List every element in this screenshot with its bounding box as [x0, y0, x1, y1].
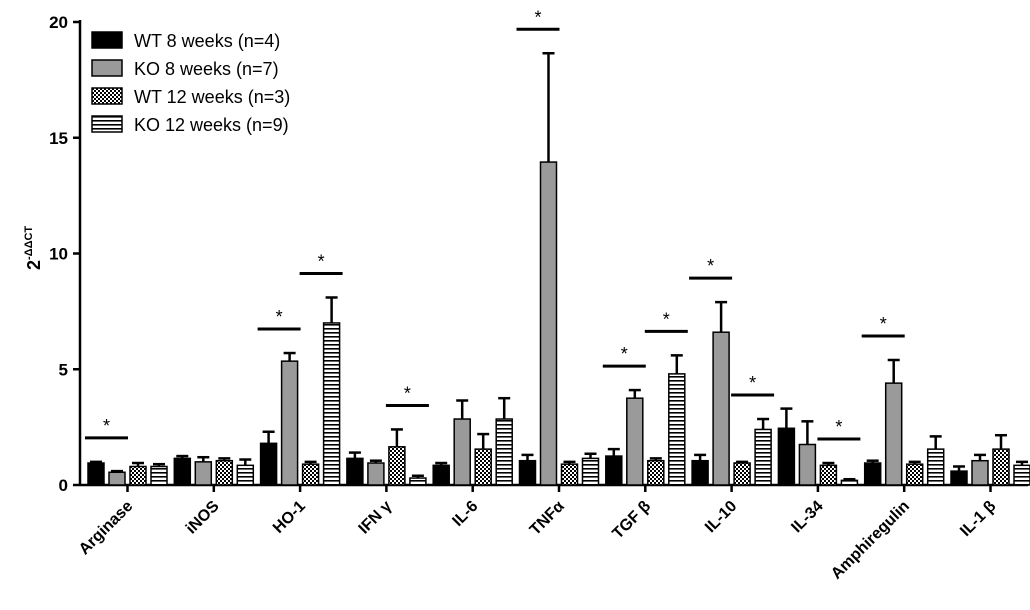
- x-tick-label: TGF β: [609, 498, 654, 543]
- bar: [346, 457, 364, 486]
- bar: [798, 443, 817, 486]
- significance-star: *: [835, 417, 842, 437]
- y-tick-label: 10: [49, 245, 68, 264]
- bar: [108, 471, 126, 486]
- bar: [280, 360, 299, 486]
- y-tick-label: 0: [59, 476, 68, 495]
- bar: [495, 418, 513, 486]
- bar: [87, 462, 105, 486]
- error-bars: [90, 52, 1028, 481]
- bar: [453, 418, 471, 486]
- bar: [605, 455, 623, 486]
- legend-label: KO 12 weeks (n=9): [134, 115, 289, 135]
- x-tick-label: IL-1 β: [957, 498, 999, 540]
- bar: [259, 442, 278, 486]
- bar: [647, 459, 665, 486]
- bar: [129, 465, 147, 486]
- bar: [777, 427, 796, 486]
- bar: [992, 448, 1010, 486]
- bar: [950, 470, 968, 486]
- significance-star: *: [707, 256, 714, 276]
- bar: [626, 397, 644, 486]
- y-tick-label: 20: [49, 13, 68, 32]
- bar: [926, 448, 945, 486]
- bar: [322, 322, 341, 486]
- x-tick-label: iNOS: [183, 498, 223, 538]
- bar: [518, 459, 537, 486]
- legend: WT 8 weeks (n=4) KO 8 weeks (n=7) WT 12 we…: [91, 31, 290, 135]
- x-tick-label: Arginase: [76, 498, 137, 559]
- legend-label: WT 12 weeks (n=3): [134, 87, 290, 107]
- significance-star: *: [749, 373, 756, 393]
- bar: [733, 462, 751, 486]
- x-tick-label: IL-10: [702, 498, 740, 536]
- bar: [971, 459, 989, 486]
- bar: [884, 382, 903, 486]
- bar: [539, 161, 558, 486]
- x-tick-label: IL-6: [449, 498, 481, 530]
- bar: [754, 428, 772, 486]
- y-axis-label-superscript: -ΔΔCT: [23, 226, 35, 260]
- significance-star: *: [621, 344, 628, 364]
- bar: [560, 463, 579, 486]
- bar: [173, 457, 192, 486]
- bar: [301, 463, 320, 486]
- significance-markers: * * * * * * * * * * *: [85, 7, 905, 441]
- bar: [863, 462, 882, 486]
- legend-label: KO 8 weeks (n=7): [134, 59, 279, 79]
- significance-star: *: [404, 383, 411, 403]
- bar: [819, 464, 838, 486]
- x-axis-ticks: Arginase iNOS HO-1 IFN γ IL-6 TNFα TGF β IL-10 I…: [76, 485, 999, 583]
- bar: [905, 463, 924, 486]
- legend-label: WT 8 weeks (n=4): [134, 31, 280, 51]
- svg-text:2-ΔΔCT: 2-ΔΔCT: [23, 226, 44, 270]
- bar: [432, 464, 450, 486]
- legend-swatch: [91, 59, 123, 77]
- bar: [194, 461, 213, 486]
- legend-swatch: [91, 31, 123, 49]
- significance-star: *: [663, 309, 670, 329]
- bar: [474, 448, 492, 486]
- significance-star: *: [880, 314, 887, 334]
- bar: [367, 462, 385, 486]
- bar: [668, 373, 686, 486]
- significance-star: *: [534, 7, 541, 27]
- bar: [236, 464, 255, 486]
- y-axis-ticks: 0 5 10 15 20: [49, 13, 80, 495]
- bar: [840, 479, 859, 486]
- bars: [87, 161, 1030, 486]
- bar: [1013, 464, 1030, 486]
- bar: [388, 446, 406, 486]
- significance-star: *: [318, 251, 325, 271]
- x-tick-label: IL-34: [788, 498, 826, 536]
- bar: [215, 459, 234, 486]
- x-tick-label: TNFα: [527, 498, 568, 539]
- bar: [409, 477, 427, 486]
- bar: [712, 331, 730, 486]
- significance-star: *: [276, 307, 283, 327]
- y-tick-label: 5: [59, 360, 68, 379]
- significance-star: *: [103, 416, 110, 436]
- y-tick-label: 15: [49, 129, 68, 148]
- x-tick-label: Amphiregulin: [828, 498, 913, 583]
- x-tick-label: IFN γ: [356, 498, 396, 538]
- legend-swatch: [91, 87, 123, 105]
- y-axis-label-base: 2: [24, 260, 44, 270]
- bar: [581, 457, 600, 486]
- bar: [150, 465, 168, 486]
- bar: [691, 459, 709, 486]
- y-axis-label: 2-ΔΔCT: [23, 226, 44, 270]
- x-tick-label: HO-1: [270, 498, 309, 537]
- legend-swatch: [91, 115, 123, 133]
